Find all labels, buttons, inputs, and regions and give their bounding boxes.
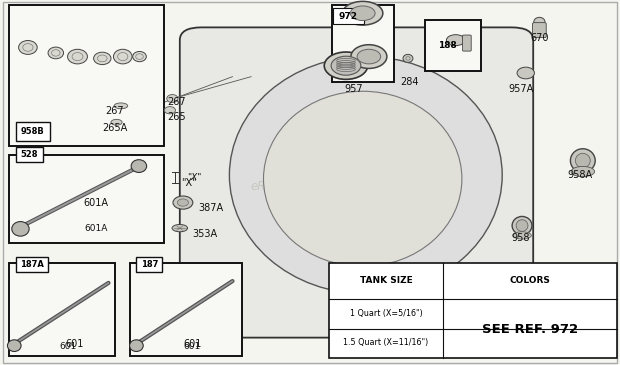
Ellipse shape [131, 160, 146, 172]
Text: 958B: 958B [20, 127, 45, 136]
Ellipse shape [114, 103, 128, 109]
Text: 957A: 957A [508, 84, 533, 95]
Text: COLORS: COLORS [510, 276, 551, 285]
Ellipse shape [351, 45, 387, 69]
Ellipse shape [571, 166, 595, 177]
Text: 670: 670 [530, 33, 549, 43]
Text: 601A: 601A [84, 197, 108, 208]
Bar [9, 263, 115, 356]
Ellipse shape [113, 49, 132, 64]
Ellipse shape [324, 52, 368, 80]
Ellipse shape [177, 199, 188, 206]
Ellipse shape [164, 107, 175, 114]
Text: 958A: 958A [567, 170, 592, 180]
Bar [130, 263, 242, 356]
Text: 1 Quart (X=5/16"): 1 Quart (X=5/16") [350, 309, 422, 318]
Ellipse shape [534, 18, 545, 27]
Ellipse shape [517, 67, 534, 79]
Ellipse shape [12, 222, 29, 236]
Text: 1.5 Quart (X=11/16"): 1.5 Quart (X=11/16") [343, 338, 428, 347]
Bar [332, 5, 394, 82]
Text: 387A: 387A [198, 203, 223, 213]
Text: 528: 528 [20, 150, 38, 159]
Text: 958: 958 [512, 233, 530, 243]
Text: 187A: 187A [20, 260, 43, 269]
Ellipse shape [94, 52, 111, 65]
Text: 265A: 265A [102, 123, 127, 133]
Ellipse shape [342, 1, 383, 25]
Bar [16, 122, 50, 141]
Bar [9, 155, 164, 243]
FancyBboxPatch shape [463, 35, 471, 51]
Bar [16, 257, 48, 272]
Ellipse shape [575, 153, 590, 168]
Text: 957: 957 [344, 84, 363, 95]
Ellipse shape [446, 35, 465, 46]
Ellipse shape [570, 149, 595, 173]
Text: TANK SIZE: TANK SIZE [360, 276, 412, 285]
Ellipse shape [516, 220, 528, 231]
Text: 188: 188 [438, 41, 457, 50]
FancyBboxPatch shape [533, 23, 546, 38]
Text: 267: 267 [105, 106, 124, 116]
Ellipse shape [172, 224, 187, 232]
Text: eReplacementParts.com: eReplacementParts.com [250, 180, 394, 193]
Text: 601A: 601A [84, 224, 108, 233]
Bar [333, 8, 364, 24]
Ellipse shape [357, 49, 381, 64]
Text: 601: 601 [183, 339, 202, 349]
Text: "X": "X" [187, 173, 202, 182]
Ellipse shape [173, 196, 193, 209]
Text: 187: 187 [141, 260, 158, 269]
Bar [16, 147, 43, 162]
Text: SEE REF. 972: SEE REF. 972 [482, 323, 578, 336]
Text: 265: 265 [167, 112, 186, 122]
Ellipse shape [350, 6, 375, 20]
Text: "X": "X" [181, 178, 197, 188]
Ellipse shape [7, 340, 21, 351]
Ellipse shape [229, 57, 502, 294]
Text: 601: 601 [60, 342, 77, 351]
Ellipse shape [130, 340, 143, 351]
Text: 972: 972 [339, 12, 358, 20]
Bar [425, 20, 480, 71]
Ellipse shape [48, 47, 64, 59]
Ellipse shape [133, 51, 146, 62]
Ellipse shape [19, 41, 37, 54]
Bar [9, 5, 164, 146]
Text: 267: 267 [167, 97, 186, 107]
Ellipse shape [512, 216, 532, 235]
Ellipse shape [331, 56, 361, 75]
Text: 601: 601 [65, 339, 84, 349]
Ellipse shape [167, 95, 178, 103]
Text: 353A: 353A [192, 228, 217, 239]
Ellipse shape [513, 232, 531, 239]
Ellipse shape [68, 49, 87, 64]
Ellipse shape [264, 91, 462, 266]
FancyBboxPatch shape [180, 27, 533, 338]
Text: 601: 601 [184, 342, 201, 351]
Ellipse shape [403, 54, 413, 62]
Bar [329, 263, 617, 358]
Bar [136, 257, 162, 272]
Ellipse shape [111, 119, 122, 125]
Text: 284: 284 [400, 77, 419, 87]
